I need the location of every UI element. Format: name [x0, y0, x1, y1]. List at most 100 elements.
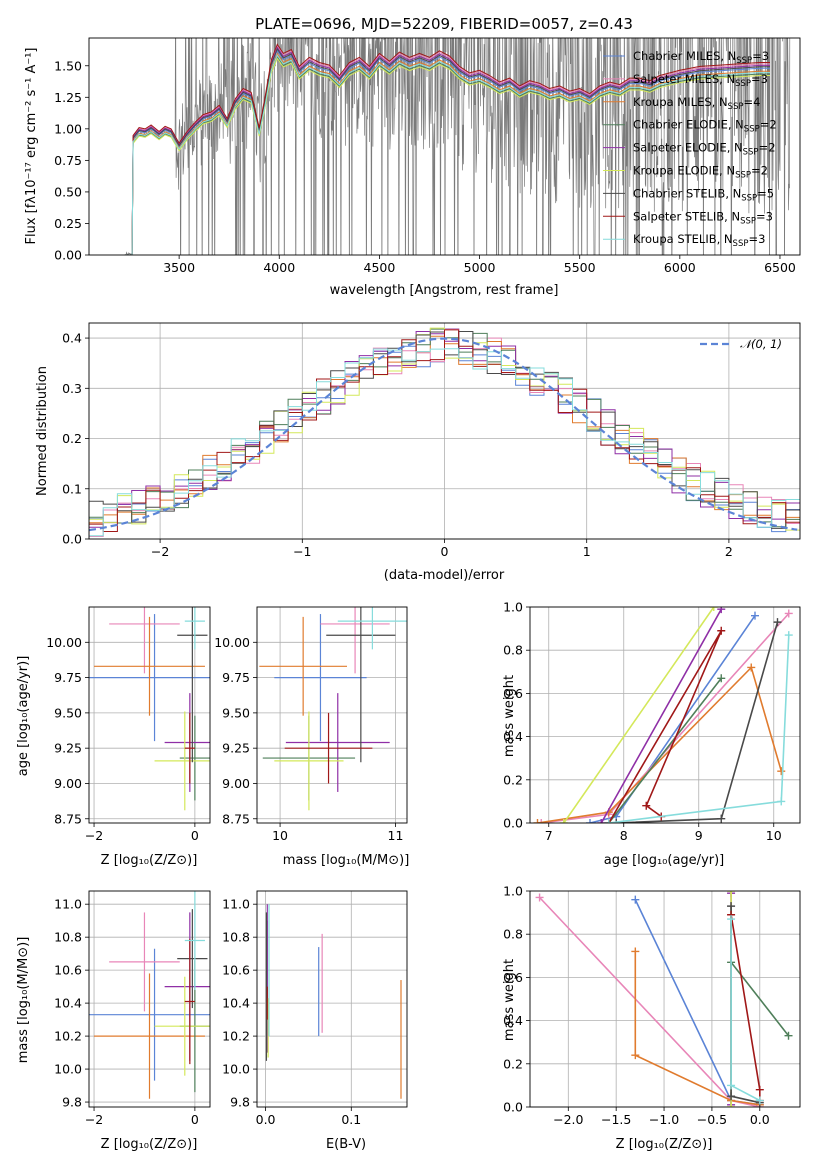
- panel-mass-vs-z: −2 0 9.8 10.0 10.2 10.4 10.6 10.8 11.0 Z [log₁₀(…: [16, 890, 211, 1152]
- legend-label-count: =3: [748, 232, 765, 246]
- mass-weight-marker-kroupa-miles: [533, 819, 542, 823]
- axes-frame: [88, 606, 211, 824]
- legend-label-text: Chabrier STELIB, N: [633, 186, 741, 200]
- legend-label-sub: SSP: [736, 56, 752, 66]
- legend-label-text: Chabrier MILES, N: [633, 49, 736, 63]
- legend-label-chabrier-elodie: Chabrier ELODIE, NSSP=2: [633, 118, 777, 135]
- legend-label-text: Salpeter STELIB, N: [633, 209, 740, 223]
- mass-weight-line-kroupa-elodie: [563, 607, 715, 823]
- spectrum-plot: 3500 4000 4500 5000 5500 6000 6500 0.00 0.25 0.50…: [54, 37, 801, 275]
- age-vs-z-plot: −2 0 8.75 9.00 9.25 9.50 9.75 10.00: [46, 606, 211, 843]
- age-vs-z-ylabel: age [log₁₀(age/yr)]: [16, 656, 31, 777]
- mass-weight-marker-salpeter-miles: [535, 893, 544, 902]
- mass-weight-marker-kroupa-stelib: [777, 797, 786, 806]
- observed-spectrum-line: [124, 38, 791, 255]
- mass-vs-ebv-xlabel: E(B-V): [326, 1137, 366, 1152]
- model-spectrum-line-kroupa-stelib: [125, 54, 770, 255]
- axes-layer: 10 11 8.75 9.00 9.25 9.50 9.75 10.00: [214, 606, 408, 843]
- legend-label-sub: SSP: [744, 125, 760, 135]
- mass-weight-marker-chabrier-stelib: [773, 618, 782, 627]
- residuals-xlabel: (data-model)/error: [384, 568, 505, 583]
- legend-label-text: Salpeter MILES, N: [633, 72, 735, 86]
- y-tick-label: 0.4: [62, 331, 82, 346]
- massweight-vs-age-plot: 7 8 9 10 0.0 0.2 0.4 0.6 0.8 1.0: [503, 600, 801, 843]
- y-tick-label: 1.0: [503, 600, 523, 615]
- grid-layer: [530, 606, 800, 824]
- mass-weight-line-salpeter-elodie: [600, 608, 722, 823]
- y-tick-label: 10.2: [54, 1029, 82, 1044]
- mass-weight-marker-kroupa-stelib: [604, 819, 613, 823]
- y-tick-label: 10.6: [222, 963, 250, 978]
- model-spectrum-line-salpeter-elodie: [125, 46, 770, 255]
- mass-weight-marker-kroupa-stelib: [784, 631, 793, 640]
- axes-frame: [256, 606, 408, 824]
- x-tick-label: −2: [85, 828, 103, 843]
- mass-weight-marker-salpeter-miles: [537, 819, 546, 823]
- y-tick-label: 9.50: [222, 705, 250, 720]
- legend-label-text: Kroupa STELIB, N: [633, 232, 733, 246]
- legend-label-text: Salpeter ELODIE, N: [633, 141, 743, 155]
- mass-weight-marker-kroupa-elodie: [709, 607, 718, 611]
- legend-label-sub: SSP: [740, 216, 756, 226]
- y-tick-label: 11.0: [222, 897, 250, 912]
- y-tick-label: 0.2: [503, 772, 523, 787]
- mass-weight-marker-chabrier-stelib: [727, 1092, 736, 1101]
- model-spectrum-line-kroupa-miles: [125, 52, 770, 255]
- data-layer: [89, 327, 800, 539]
- axes-layer: 3500 4000 4500 5000 5500 6000 6500 0.00 0.25 0.50…: [54, 37, 801, 275]
- legend-label-count: =3: [756, 209, 773, 223]
- y-tick-label: 9.25: [54, 741, 82, 756]
- mass-weight-line-kroupa-miles: [537, 665, 783, 823]
- mass-weight-line-kroupa-miles: [634, 951, 760, 1106]
- mass-weight-marker-kroupa-miles: [747, 663, 756, 672]
- y-tick-label: 1.0: [503, 884, 523, 899]
- grid-layer: [257, 607, 407, 823]
- model-spectrum-line-chabrier-miles: [125, 49, 770, 255]
- y-tick-label: 9.25: [222, 741, 250, 756]
- axes-frame: [88, 322, 801, 540]
- legend-label-count: =3: [751, 72, 768, 86]
- data-layer: [259, 607, 407, 811]
- x-tick-label: −1.5: [601, 1112, 631, 1127]
- mass-weight-line-salpeter-stelib: [608, 630, 723, 823]
- mass-weight-marker-salpeter-elodie: [717, 607, 726, 614]
- legend-label-kroupa-elodie: Kroupa ELODIE, NSSP=2: [633, 164, 768, 181]
- mass-vs-ebv-plot: 0.0 0.1 9.8 10.0 10.2 10.4 10.6 10.8 11.0: [222, 890, 408, 1127]
- legend-label-sub: SSP: [728, 102, 744, 112]
- age-vs-mass-xlabel: mass [log₁₀(M/M⊙)]: [283, 853, 410, 868]
- y-tick-label: 10.4: [54, 996, 82, 1011]
- legend-label-salpeter-stelib: Salpeter STELIB, NSSP=3: [633, 209, 773, 226]
- axes-layer: 7 8 9 10 0.0 0.2 0.4 0.6 0.8 1.0: [503, 600, 801, 843]
- y-tick-label: 9.00: [54, 776, 82, 791]
- legend-label-text: Kroupa MILES, N: [633, 95, 728, 109]
- spectrum-xlabel: wavelength [Angstrom, rest frame]: [330, 283, 559, 298]
- panel-age-vs-mass: 10 11 8.75 9.00 9.25 9.50 9.75 10.00 mass [log₁…: [214, 606, 410, 868]
- y-tick-label: 0.3: [62, 381, 82, 396]
- mass-weight-marker-kroupa-stelib: [755, 1096, 764, 1105]
- legend-label-sub: SSP: [733, 239, 749, 249]
- mass-weight-marker-salpeter-stelib: [717, 626, 726, 635]
- legend-label-kroupa-stelib: Kroupa STELIB, NSSP=3: [633, 232, 765, 249]
- data-layer: [535, 891, 793, 1107]
- legend-label-text: Kroupa ELODIE, N: [633, 164, 735, 178]
- legend-label-text: Chabrier ELODIE, N: [633, 118, 744, 132]
- mass-weight-marker-kroupa-miles: [777, 767, 786, 776]
- residual-histogram-kroupa-stelib: [89, 348, 800, 539]
- massweight-vs-age-ylabel: mass weight: [502, 675, 517, 757]
- y-tick-label: 10.8: [222, 930, 250, 945]
- model-spectrum-line-chabrier-elodie: [125, 55, 770, 255]
- residuals-ylabel: Normed distribution: [35, 366, 50, 496]
- legend-label-count: =3: [752, 49, 769, 63]
- residual-legend: 𝒩(0, 1): [700, 337, 782, 351]
- y-tick-label: 0.4: [503, 1013, 523, 1028]
- data-layer: [124, 38, 791, 255]
- panel-age-vs-z: −2 0 8.75 9.00 9.25 9.50 9.75 10.00 Z [log₁₀(Z/…: [16, 606, 211, 868]
- x-tick-label: −1.0: [649, 1112, 679, 1127]
- x-tick-label: 9: [695, 828, 703, 843]
- x-tick-label: 7: [545, 828, 553, 843]
- axes-frame: [88, 37, 801, 256]
- axes-frame: [256, 890, 408, 1108]
- legend-label-count: =4: [743, 95, 760, 109]
- x-tick-label: 10: [766, 828, 782, 843]
